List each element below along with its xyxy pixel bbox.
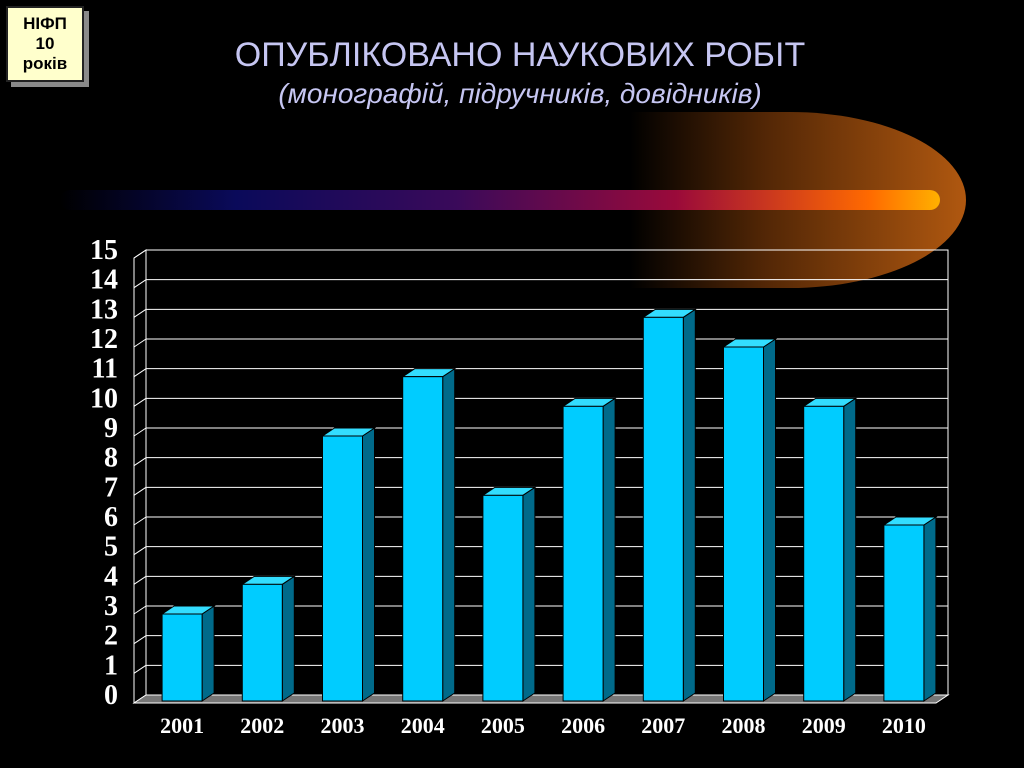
- x-tick-label: 2010: [882, 713, 926, 738]
- y-tick-label: 1: [104, 650, 118, 681]
- x-tick-label: 2008: [722, 713, 766, 738]
- y-tick-label: 13: [90, 294, 118, 325]
- bar-2005: [481, 486, 537, 702]
- badge-line-3: років: [22, 54, 68, 73]
- y-tick-label: 3: [104, 591, 118, 622]
- badge-line-2: 10: [35, 34, 55, 53]
- y-tick-label: 2: [104, 621, 118, 652]
- bar-2001: [160, 605, 216, 702]
- bar-side: [682, 308, 696, 702]
- gridline-side: [133, 249, 147, 259]
- bar-front: [642, 316, 684, 702]
- gridline-side: [133, 664, 147, 674]
- bar-side: [923, 516, 937, 702]
- side-wall: [133, 249, 147, 704]
- gridline-side: [133, 605, 147, 615]
- bar-front: [482, 494, 524, 702]
- bar-2002: [240, 575, 296, 702]
- bar-2003: [320, 427, 377, 702]
- gridline-side: [133, 397, 147, 407]
- x-tick-label: 2007: [641, 713, 685, 738]
- y-tick-label: 11: [92, 354, 118, 385]
- gridline-side: [133, 635, 147, 645]
- gridline-side: [133, 279, 147, 289]
- y-tick-label: 12: [90, 324, 118, 355]
- y-tick-label: 10: [90, 383, 118, 414]
- bar-2006: [561, 397, 617, 702]
- gridline-side: [133, 486, 147, 496]
- x-tick-label: 2006: [561, 713, 605, 738]
- bar-side: [442, 367, 456, 702]
- bar-front: [161, 613, 203, 702]
- bar-front: [322, 435, 363, 702]
- y-tick-label: 0: [104, 680, 118, 711]
- gridline-side: [133, 427, 147, 437]
- bar-side: [201, 605, 215, 702]
- bar-side: [362, 427, 375, 702]
- decorative-beam: [60, 190, 940, 210]
- x-tick-label: 2001: [160, 713, 204, 738]
- y-tick-label: 5: [104, 532, 118, 563]
- bar-front: [562, 405, 604, 702]
- gridline-side: [133, 516, 147, 526]
- gridline-side: [133, 457, 147, 467]
- bar-2009: [802, 397, 858, 702]
- x-tick-label: 2003: [321, 713, 365, 738]
- gridline-side: [133, 308, 147, 318]
- y-tick-label: 9: [104, 413, 118, 444]
- bar-side: [522, 486, 536, 702]
- bar-front: [883, 524, 925, 702]
- page-subtitle: (монографій, підручників, довідників): [278, 78, 762, 109]
- x-tick-label: 2004: [401, 713, 445, 738]
- x-tick-label: 2009: [802, 713, 846, 738]
- bar-side: [281, 575, 295, 702]
- x-tick-label: 2005: [481, 713, 525, 738]
- bar-2010: [882, 516, 938, 702]
- y-tick-label: 15: [90, 235, 118, 266]
- bar-front: [241, 583, 283, 702]
- x-tick-label: 2002: [240, 713, 284, 738]
- bar-2004: [401, 367, 457, 702]
- y-tick-label: 7: [104, 472, 118, 503]
- bar-side: [602, 397, 616, 702]
- bar-2007: [641, 308, 697, 702]
- y-tick-label: 4: [104, 561, 118, 592]
- page-title: ОПУБЛІКОВАНО НАУКОВИХ РОБІТ: [234, 36, 806, 74]
- bar-2008: [721, 338, 778, 702]
- gridline-side: [133, 546, 147, 556]
- bar-front: [402, 376, 444, 702]
- bar-side: [763, 338, 776, 702]
- gridline-side: [133, 575, 147, 585]
- y-tick-label: 14: [90, 265, 118, 296]
- badge-line-1: НІФП: [23, 14, 67, 33]
- institute-badge: НІФП 10 років: [6, 6, 84, 82]
- y-tick-label: 6: [104, 502, 118, 533]
- bar-side: [843, 397, 857, 702]
- bar-front: [803, 405, 845, 702]
- y-tick-label: 8: [104, 443, 118, 474]
- bar-front: [723, 346, 764, 702]
- gridline-side: [133, 368, 147, 378]
- gridline-side: [133, 338, 147, 348]
